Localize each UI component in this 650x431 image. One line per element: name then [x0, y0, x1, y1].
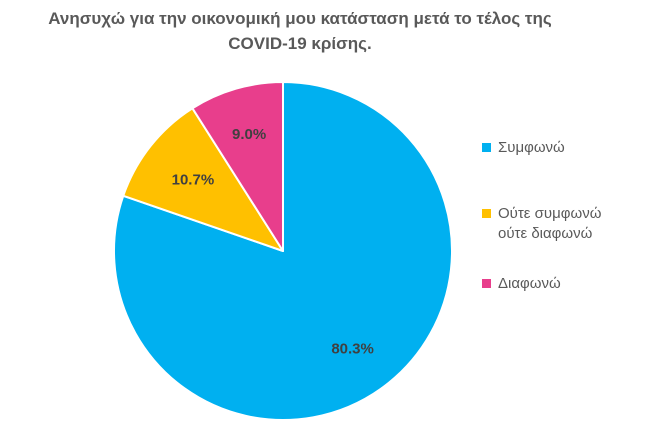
chart-title: Ανησυχώ για την οικονομική μου κατάσταση… [0, 6, 600, 56]
legend-label-neutral: Ούτε συμφωνώ ούτε διαφωνώ [498, 204, 601, 244]
data-label-neutral: 10.7% [172, 172, 215, 189]
legend-label-disagree: Διαφωνώ [498, 274, 561, 294]
legend-label-neutral-line-2: ούτε διαφωνώ [498, 225, 593, 242]
legend-swatch-agree [482, 143, 491, 152]
legend-label-agree: Συμφωνώ [498, 138, 565, 158]
legend-label-agree-line-1: Συμφωνώ [498, 139, 565, 156]
data-label-agree: 80.3% [331, 341, 374, 358]
legend-item-agree: Συμφωνώ [482, 138, 565, 158]
legend-swatch-disagree [482, 279, 491, 288]
data-label-disagree: 9.0% [232, 126, 266, 143]
pie-slice-disagree [191, 81, 284, 252]
legend-item-neutral: Ούτε συμφωνώ ούτε διαφωνώ [482, 204, 601, 244]
pie-slice-neutral [122, 107, 284, 252]
legend-label-disagree-line-1: Διαφωνώ [498, 275, 561, 292]
legend-label-neutral-line-1: Ούτε συμφωνώ [498, 205, 602, 222]
chart-title-line-2: COVID-19 κρίσης. [228, 34, 372, 53]
chart-title-line-1: Ανησυχώ για την οικονομική μου κατάσταση… [48, 9, 552, 28]
legend-swatch-neutral [482, 209, 491, 218]
legend-item-disagree: Διαφωνώ [482, 274, 561, 294]
